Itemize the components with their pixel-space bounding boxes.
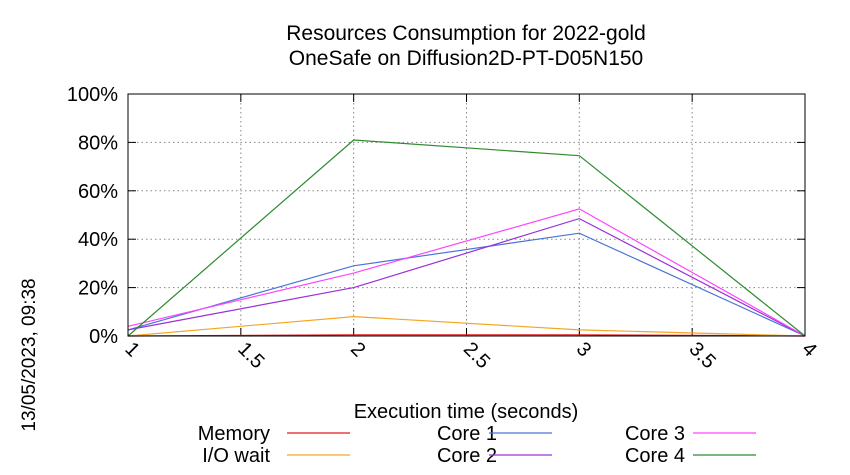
legend-label-i-o-wait: I/O wait bbox=[202, 445, 270, 467]
legend-label-core-3: Core 3 bbox=[625, 423, 685, 445]
x-tick-label: 2 bbox=[346, 338, 369, 361]
y-tick-label: 60% bbox=[78, 181, 118, 203]
timestamp-label: 13/05/2023, 09:38 bbox=[19, 278, 40, 431]
legend-label-memory: Memory bbox=[198, 423, 270, 445]
series-line-memory bbox=[127, 334, 806, 337]
legend-label-core-4: Core 4 bbox=[625, 445, 685, 467]
y-tick-label: 40% bbox=[78, 229, 118, 251]
series-line-core-1 bbox=[127, 232, 806, 337]
series-line-core-2 bbox=[127, 217, 806, 337]
series-line-i-o-wait bbox=[127, 315, 806, 337]
series-line-core-4 bbox=[127, 139, 806, 337]
x-tick-label: 2.5 bbox=[459, 338, 494, 373]
x-tick-label: 1 bbox=[120, 338, 143, 361]
x-axis-label: Execution time (seconds) bbox=[354, 401, 579, 423]
series-lines bbox=[127, 139, 806, 337]
plot-frame bbox=[127, 93, 806, 337]
y-tick-label: 0% bbox=[89, 326, 118, 348]
x-tick-label: 4 bbox=[797, 338, 820, 361]
chart-title: Resources Consumption for 2022-gold bbox=[286, 22, 646, 45]
axis-ticks: 0% 20% 40% 60% 80% 100% 1 1.5 2 2.5 3 3.5 4 bbox=[67, 84, 821, 373]
legend-label-core-1: Core 1 bbox=[437, 423, 497, 445]
x-tick-label: 3.5 bbox=[685, 338, 720, 373]
x-tick-label: 3 bbox=[572, 338, 595, 361]
y-tick-label: 80% bbox=[78, 132, 118, 154]
grid bbox=[128, 94, 805, 336]
x-tick-label: 1.5 bbox=[233, 338, 268, 373]
legend-label-core-2: Core 2 bbox=[437, 445, 497, 467]
y-tick-label: 100% bbox=[67, 84, 118, 106]
chart-subtitle: OneSafe on Diffusion2D-PT-D05N150 bbox=[289, 47, 643, 70]
series-line-core-3 bbox=[127, 208, 806, 337]
y-tick-label: 20% bbox=[78, 278, 118, 300]
